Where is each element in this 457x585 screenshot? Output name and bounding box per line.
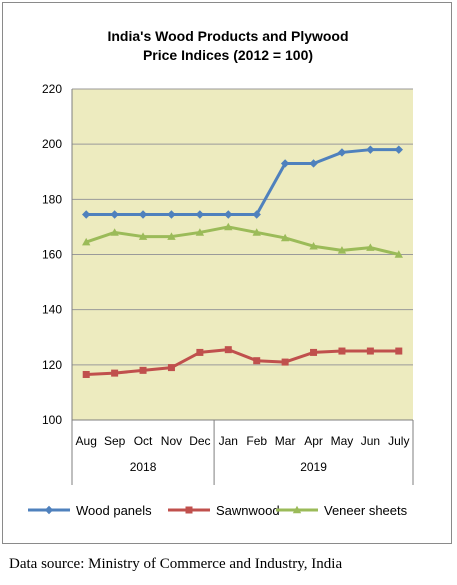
x-tick-label: Sep [104, 434, 126, 448]
data-point [167, 232, 176, 240]
data-point [394, 250, 403, 258]
chart-title-line-2: Price Indices (2012 = 100) [143, 47, 313, 63]
legend-marker [292, 505, 302, 514]
data-point [280, 159, 290, 168]
data-point [366, 347, 374, 355]
data-point [281, 358, 289, 366]
data-point [167, 210, 176, 219]
data-point [224, 346, 232, 354]
y-tick-label: 160 [42, 248, 62, 262]
y-tick-label: 220 [42, 82, 62, 96]
data-point [195, 228, 205, 236]
legend-label: Veneer sheets [324, 503, 408, 518]
series-line [86, 348, 399, 376]
legend-item-veneer-sheets: Veneer sheets [276, 503, 408, 518]
data-point [366, 243, 375, 251]
y-tick-label: 100 [42, 413, 62, 427]
data-point [309, 242, 318, 250]
x-tick-label: Feb [246, 434, 267, 448]
series-wood-panels [82, 145, 403, 219]
data-point [82, 237, 91, 246]
x-tick-label: Jun [361, 434, 380, 448]
data-point [395, 347, 403, 355]
legend-item-sawnwood: Sawnwood [168, 503, 280, 518]
legend-item-wood-panels: Wood panels [28, 503, 152, 518]
y-tick-label: 140 [42, 303, 62, 317]
data-point [338, 347, 346, 355]
legend-marker [44, 505, 54, 515]
x-tick-label: Nov [161, 434, 182, 448]
data-point [139, 366, 147, 374]
data-point [366, 145, 375, 154]
data-point [394, 145, 403, 154]
legend-label: Sawnwood [216, 503, 280, 518]
axes: 100 120 140 160 180 200 220 Aug Sep Oct Nov Dec Jan F… [42, 82, 414, 485]
data-point [337, 148, 347, 157]
year-group-label: 2019 [300, 460, 327, 474]
data-point [111, 369, 119, 377]
series-line [85, 225, 400, 256]
data-point [110, 210, 119, 219]
data-point [110, 228, 119, 236]
x-tick-label: July [388, 434, 409, 448]
legend-label: Wood panels [76, 503, 152, 518]
data-point [280, 233, 290, 242]
data-point [138, 210, 148, 219]
x-tick-label: Aug [76, 434, 97, 448]
data-point [252, 210, 261, 219]
data-point [224, 222, 233, 231]
data-point [138, 232, 148, 240]
line-chart: India's Wood Products and Plywood Price … [28, 28, 414, 518]
data-point [196, 348, 204, 356]
gridlines [72, 88, 413, 366]
legend: Wood panels Sawnwood Veneer sheets [28, 503, 408, 518]
x-tick-label: Apr [304, 434, 323, 448]
chart-title-line-1: India's Wood Products and Plywood [107, 28, 348, 44]
data-point [224, 210, 233, 219]
data-point [82, 370, 90, 378]
data-point [252, 228, 261, 236]
series-veneer-sheets [82, 222, 403, 258]
x-tick-label: May [331, 434, 354, 448]
data-point [310, 348, 318, 356]
y-tick-label: 120 [42, 358, 62, 372]
data-point [82, 210, 91, 219]
y-tick-label: 180 [42, 192, 62, 206]
legend-marker [185, 506, 193, 514]
series-sawnwood [82, 346, 403, 378]
x-tick-label: Dec [189, 434, 210, 448]
x-tick-label: Jan [219, 434, 238, 448]
data-point [195, 210, 205, 219]
year-group-label: 2018 [130, 460, 157, 474]
series-group [82, 145, 403, 378]
data-point [309, 159, 318, 168]
series-line [86, 148, 399, 217]
data-point [167, 364, 175, 372]
y-tick-label: 200 [42, 137, 62, 151]
data-source-note: Data source: Ministry of Commerce and In… [9, 556, 343, 572]
data-point [253, 357, 261, 365]
data-point [337, 246, 347, 254]
x-tick-label: Oct [134, 434, 153, 448]
x-tick-label: Mar [275, 434, 296, 448]
